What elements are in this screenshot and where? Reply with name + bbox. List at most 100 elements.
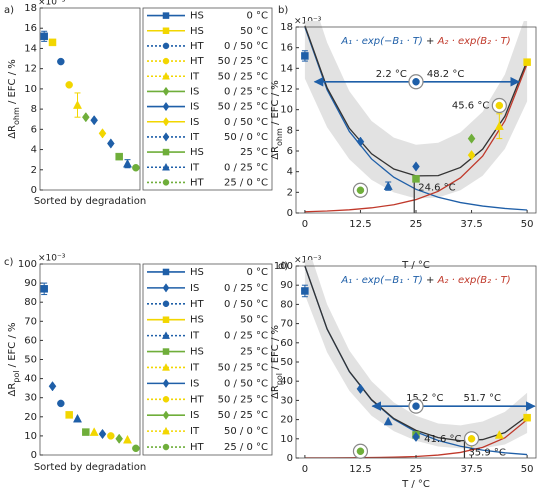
- point-label: 41.6 °C: [424, 434, 461, 445]
- y-tick-label: 18: [24, 3, 37, 14]
- legend-marker: [162, 86, 170, 97]
- axes-box: [295, 26, 537, 214]
- data-point: [82, 112, 90, 123]
- data-point: [122, 434, 133, 444]
- y-tick-label: 8: [31, 104, 37, 115]
- y-tick-label: 6: [287, 146, 293, 157]
- y-label-rest: / EFC / %: [270, 325, 281, 373]
- y-tick-label: 6: [31, 124, 37, 135]
- y-tick-label: 60: [280, 338, 293, 349]
- legend-condition: 50 / 25 °C: [218, 362, 268, 373]
- legend-marker: [162, 42, 170, 50]
- legend-condition: 0 / 50 °C: [224, 378, 268, 389]
- formula-part: A₁ · exp(−B₁ · T): [340, 36, 423, 47]
- legend-condition: 0 / 25 °C: [224, 86, 268, 97]
- y-tick-label: 30: [280, 395, 293, 406]
- legend-marker: [162, 12, 170, 19]
- data-point: [89, 427, 99, 436]
- data-point: [494, 121, 504, 130]
- legend-name: IT: [190, 331, 200, 342]
- point-label: 45.6 °C: [452, 101, 489, 112]
- legend-name: IS: [190, 102, 199, 113]
- legend-marker: [162, 268, 170, 276]
- data-point: [523, 413, 531, 422]
- x-tick-label: 0: [302, 464, 308, 475]
- legend-name: IS: [190, 86, 199, 97]
- y-tick-label: 90: [24, 278, 37, 289]
- legend-name: IT: [190, 71, 200, 82]
- y-label-main: ΔR: [270, 385, 281, 399]
- legend-marker: [161, 363, 171, 371]
- data-point: [40, 285, 48, 293]
- y-label-rest: / EFC / %: [270, 80, 281, 128]
- x-tick-label: 37.5: [460, 219, 482, 230]
- y-tick-label: 100: [274, 261, 293, 272]
- data-point: [122, 158, 133, 168]
- legend-name: HT: [190, 56, 205, 67]
- legend-marker: [162, 117, 170, 127]
- y-label-sub: ohm: [12, 107, 21, 125]
- data-point: [494, 430, 504, 439]
- data-point: [132, 164, 140, 172]
- fit-curve: [304, 265, 528, 442]
- y-tick-label: 2: [31, 165, 37, 176]
- data-point: [356, 383, 365, 394]
- y-tick-label: 0: [31, 185, 37, 196]
- y-tick-label: 14: [24, 43, 37, 54]
- y-tick-label: 90: [280, 280, 293, 291]
- formula-part: +: [423, 275, 438, 286]
- legend-condition: 0 / 50 °C: [224, 41, 268, 52]
- formula-part: A₂ · exp(B₂ · T): [437, 36, 511, 47]
- legend-condition: 0 / 25 °C: [224, 162, 268, 173]
- data-point: [356, 186, 365, 195]
- legend-name: HS: [190, 147, 204, 158]
- y-tick-label: 20: [24, 412, 37, 423]
- y-label-sub: pol: [275, 373, 284, 385]
- data-point: [467, 435, 476, 443]
- legend-marker: [162, 101, 170, 112]
- y-label-rest: / EFC / %: [7, 322, 18, 370]
- y-tick-label: 2: [287, 187, 293, 198]
- y-tick-label: 18: [280, 22, 293, 33]
- data-point: [98, 128, 107, 139]
- legend-condition: 0 / 25 °C: [224, 331, 268, 342]
- legend-name: IS: [190, 283, 199, 294]
- legend-marker: [161, 71, 171, 80]
- data-point: [383, 181, 393, 190]
- panel-label: c): [4, 257, 13, 268]
- data-point: [72, 413, 83, 423]
- data-point: [57, 57, 65, 66]
- axes-box: [39, 7, 141, 191]
- y-tick-label: 40: [280, 376, 293, 387]
- y-tick-label: 40: [24, 374, 37, 385]
- legend-marker: [162, 27, 170, 34]
- legend-name: IS: [190, 117, 199, 128]
- data-point: [65, 81, 73, 89]
- legend-condition: 0 °C: [246, 267, 268, 278]
- y-axis-label: ΔRpol / EFC / %: [7, 322, 21, 396]
- data-point: [356, 136, 365, 147]
- data-point: [301, 287, 309, 295]
- legend-condition: 50 °C: [240, 26, 268, 37]
- legend-marker: [162, 396, 170, 403]
- legend-condition: 25 / 0 °C: [224, 177, 268, 188]
- y-tick-label: 80: [24, 297, 37, 308]
- data-point: [383, 416, 393, 426]
- legend-marker: [162, 179, 170, 186]
- legend-condition: 25 / 0 °C: [224, 442, 268, 453]
- legend-marker: [162, 316, 170, 323]
- y-tick-label: 10: [280, 434, 293, 445]
- y-tick-label: 10: [24, 84, 37, 95]
- data-point: [48, 38, 57, 47]
- y-axis-label: ΔRohm / EFC / %: [270, 80, 284, 160]
- legend-condition: 50 / 25 °C: [218, 410, 268, 421]
- y-label-sub: pol: [12, 371, 21, 383]
- y-tick-label: 50: [24, 355, 37, 366]
- legend-condition: 0 / 25 °C: [224, 283, 268, 294]
- legend-condition: 50 °C: [240, 315, 268, 326]
- y-tick-label: 70: [24, 316, 37, 327]
- panel: c) ×10⁻³ ΔRpol / EFC / % Sorted by degradat…: [4, 254, 273, 473]
- y-tick-label: 20: [280, 415, 293, 426]
- y-axis-label: ΔRohm / EFC / %: [7, 59, 21, 139]
